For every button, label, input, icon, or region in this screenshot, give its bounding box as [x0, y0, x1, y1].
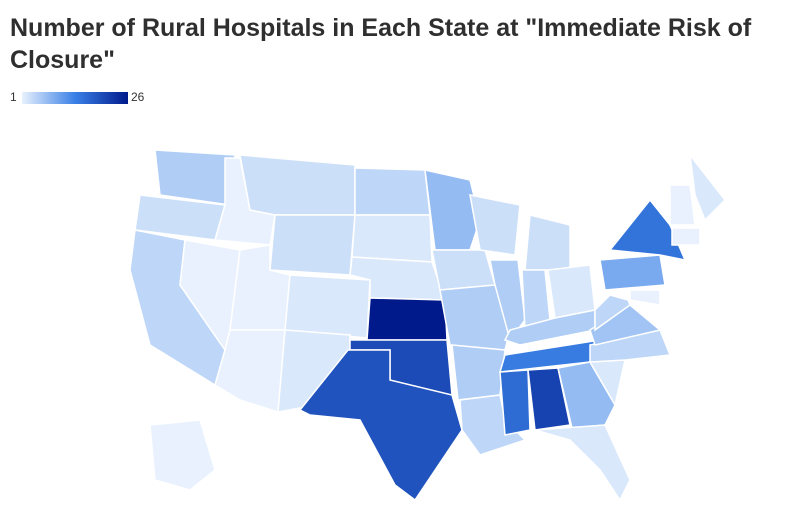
state-region	[534, 424, 631, 502]
state-region	[594, 294, 631, 332]
state-region	[524, 214, 571, 271]
state-region	[351, 214, 433, 263]
chart-title: Number of Rural Hospitals in Each State …	[10, 14, 752, 74]
state-region	[599, 254, 666, 291]
state-region	[629, 289, 661, 306]
state-region	[269, 214, 356, 276]
legend-gradient	[22, 92, 128, 104]
state-region	[557, 361, 616, 429]
state-region	[688, 152, 726, 222]
state-region	[149, 419, 216, 491]
state-region	[547, 264, 596, 319]
state-region	[431, 249, 496, 291]
state-region	[469, 194, 521, 256]
state-region	[671, 227, 701, 246]
state-region	[459, 394, 527, 456]
legend-min-label: 1	[10, 90, 17, 104]
legend-max-label: 26	[131, 90, 145, 104]
state-region	[284, 274, 371, 339]
state-region	[451, 344, 506, 401]
state-region	[366, 297, 448, 341]
state-region	[669, 184, 696, 226]
state-region	[499, 369, 531, 436]
state-region	[354, 167, 431, 216]
state-region	[298, 349, 463, 502]
state-region	[527, 367, 571, 431]
state-region	[424, 169, 481, 251]
state-region	[154, 149, 236, 206]
state-region	[239, 154, 356, 216]
